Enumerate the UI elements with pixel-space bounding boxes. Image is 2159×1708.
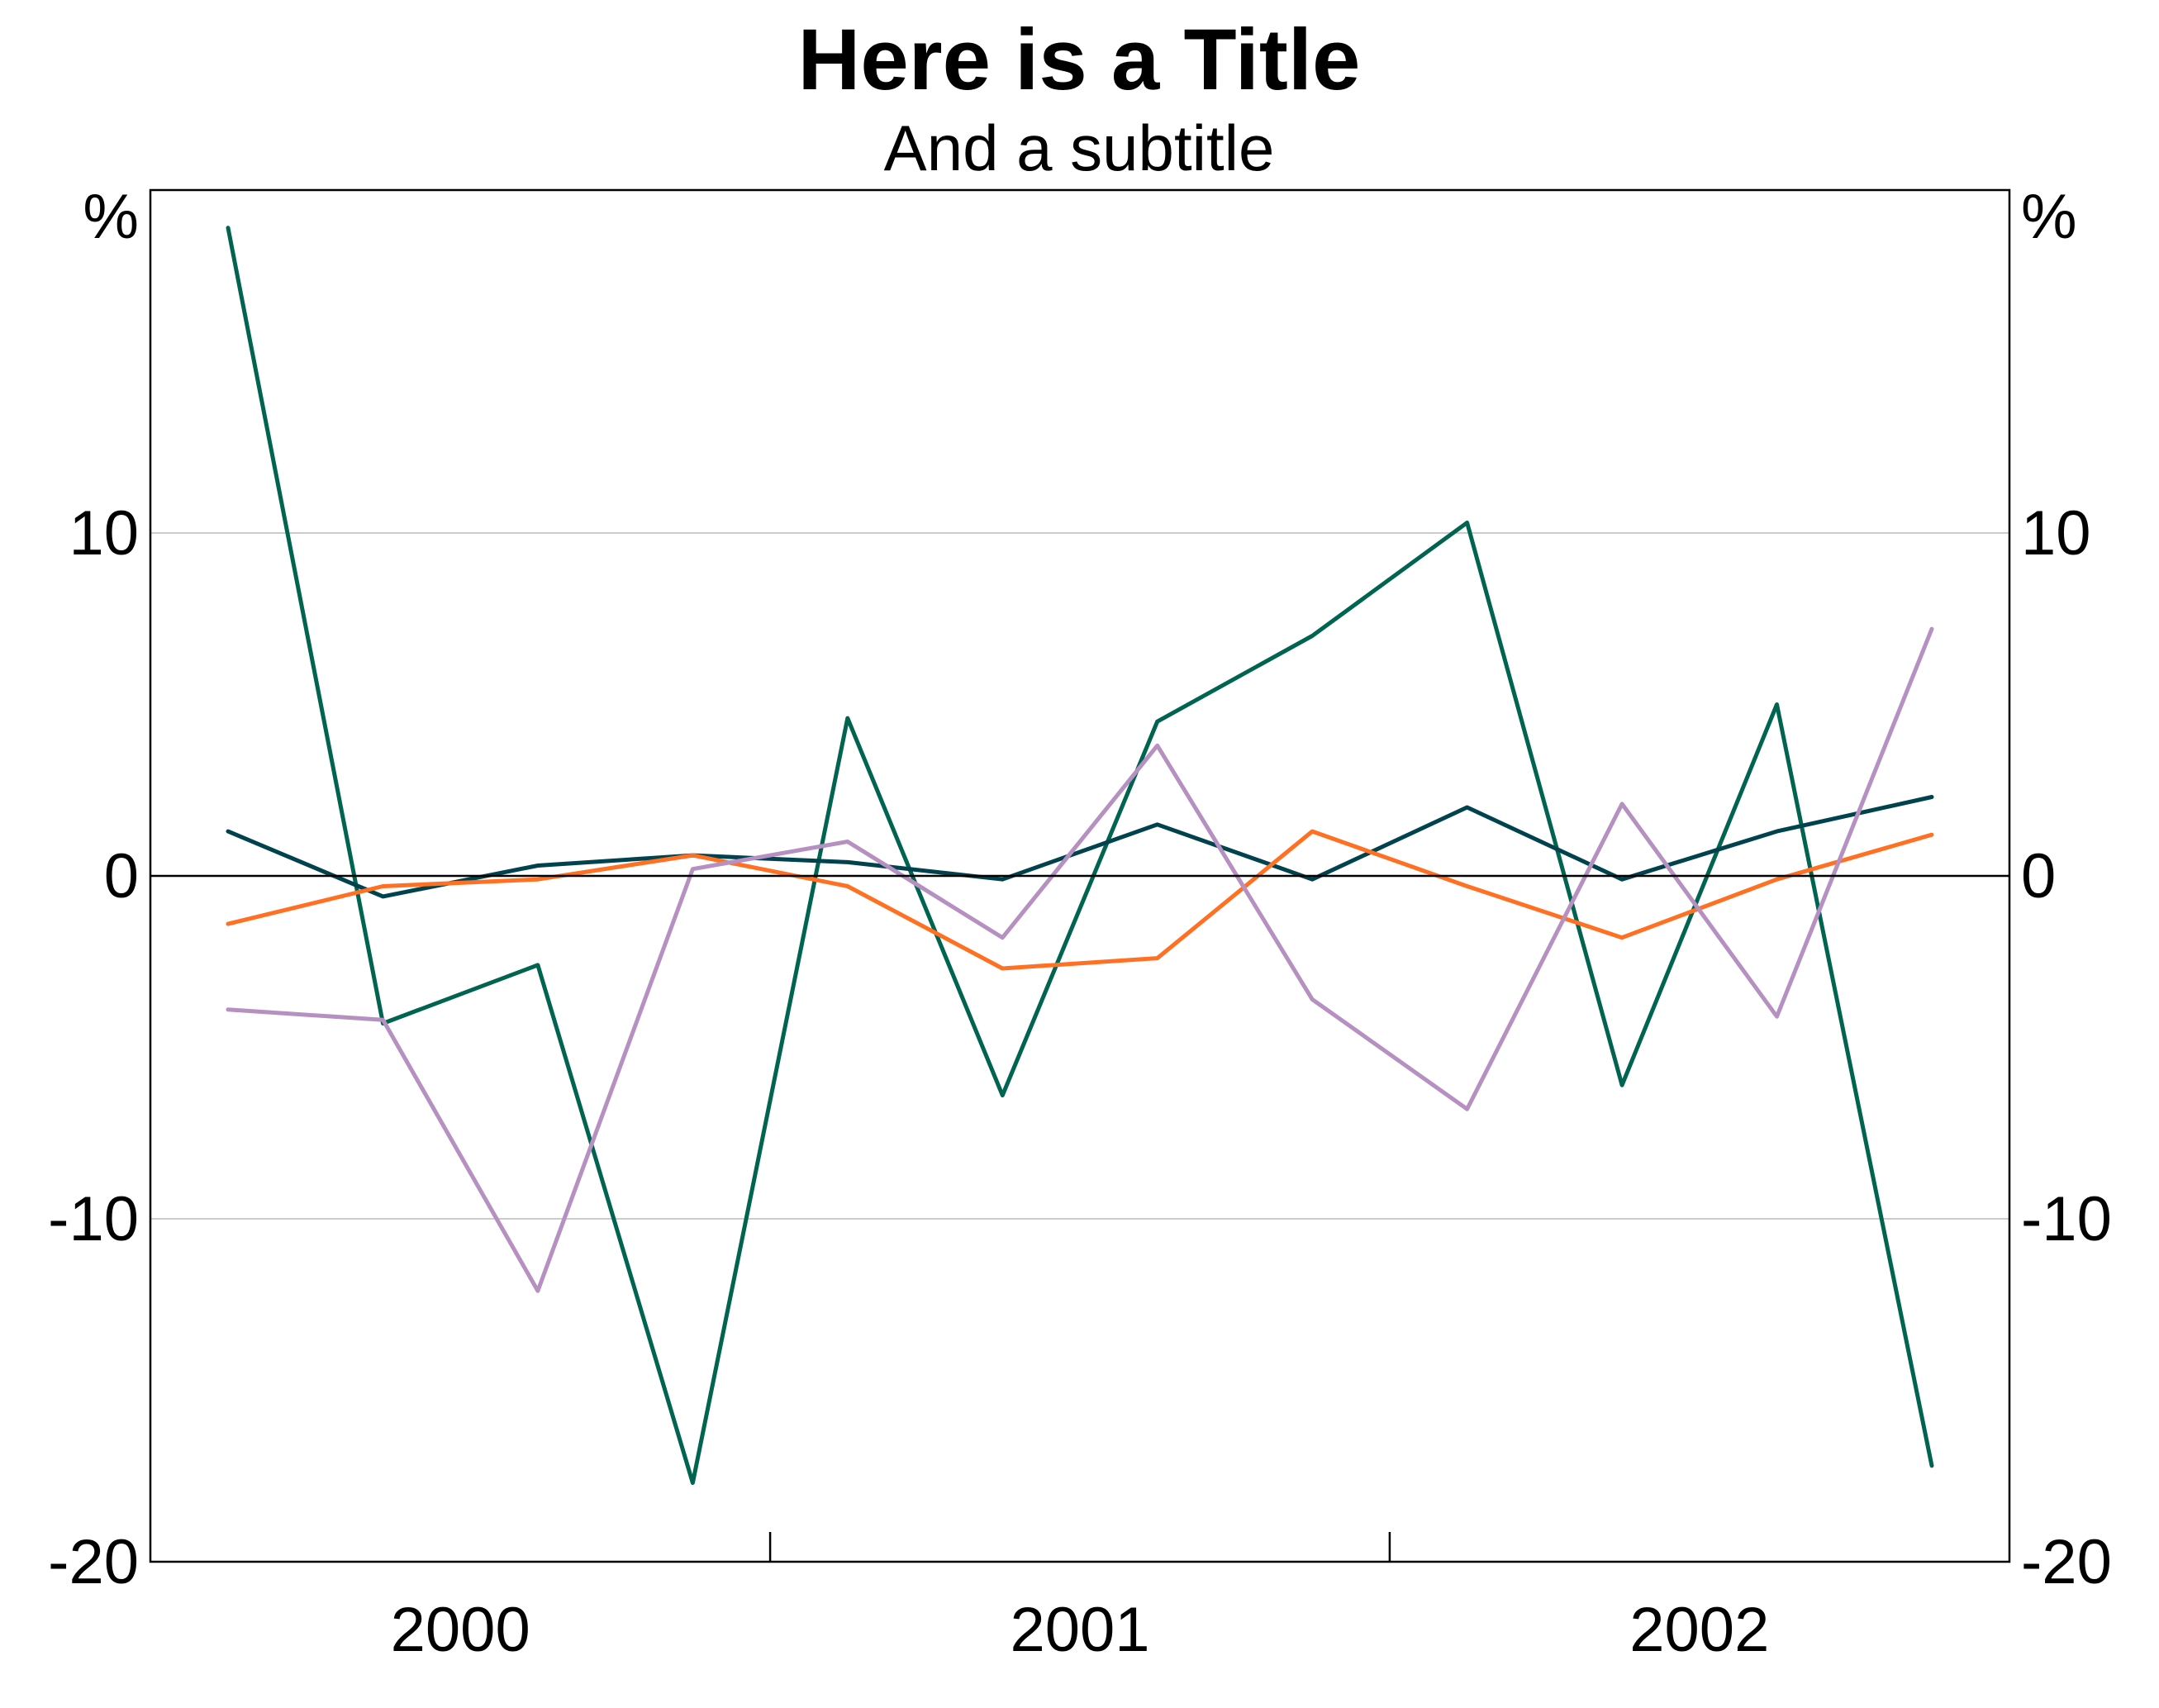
series-lines — [226, 226, 1934, 1485]
y-tick-label-right: 0 — [2021, 841, 2056, 911]
y-tick-label-left: -20 — [48, 1527, 139, 1597]
y-tick-label-right: 10 — [2021, 498, 2091, 569]
y-tick-label-left: 0 — [104, 841, 139, 911]
y-tick-label-right: -20 — [2021, 1527, 2112, 1597]
y-unit-left: % — [83, 182, 139, 252]
x-tick-label: 2002 — [1629, 1595, 1769, 1665]
series-line-2 — [226, 795, 1934, 899]
x-tick-label: 2001 — [1010, 1595, 1149, 1665]
y-tick-label-left: 10 — [69, 498, 139, 569]
y-unit-right: % — [2021, 182, 2077, 252]
gridlines — [150, 532, 2009, 1220]
axes — [149, 188, 2011, 1563]
plot-frame — [149, 188, 2011, 1563]
series-line-4 — [226, 626, 1934, 1293]
chart-title: Here is a Title — [798, 12, 1361, 108]
series-line-1 — [226, 226, 1934, 1485]
x-tick-label: 2000 — [391, 1595, 530, 1665]
chart-subtitle: And a subtitle — [884, 112, 1275, 184]
y-tick-label-left: -10 — [48, 1184, 139, 1254]
tick-labels: 10 10 0 0 -10 -10 -20 -20 2000 2001 2002 — [48, 498, 2112, 1665]
series-line-3 — [226, 829, 1934, 971]
y-tick-label-right: -10 — [2021, 1184, 2112, 1254]
